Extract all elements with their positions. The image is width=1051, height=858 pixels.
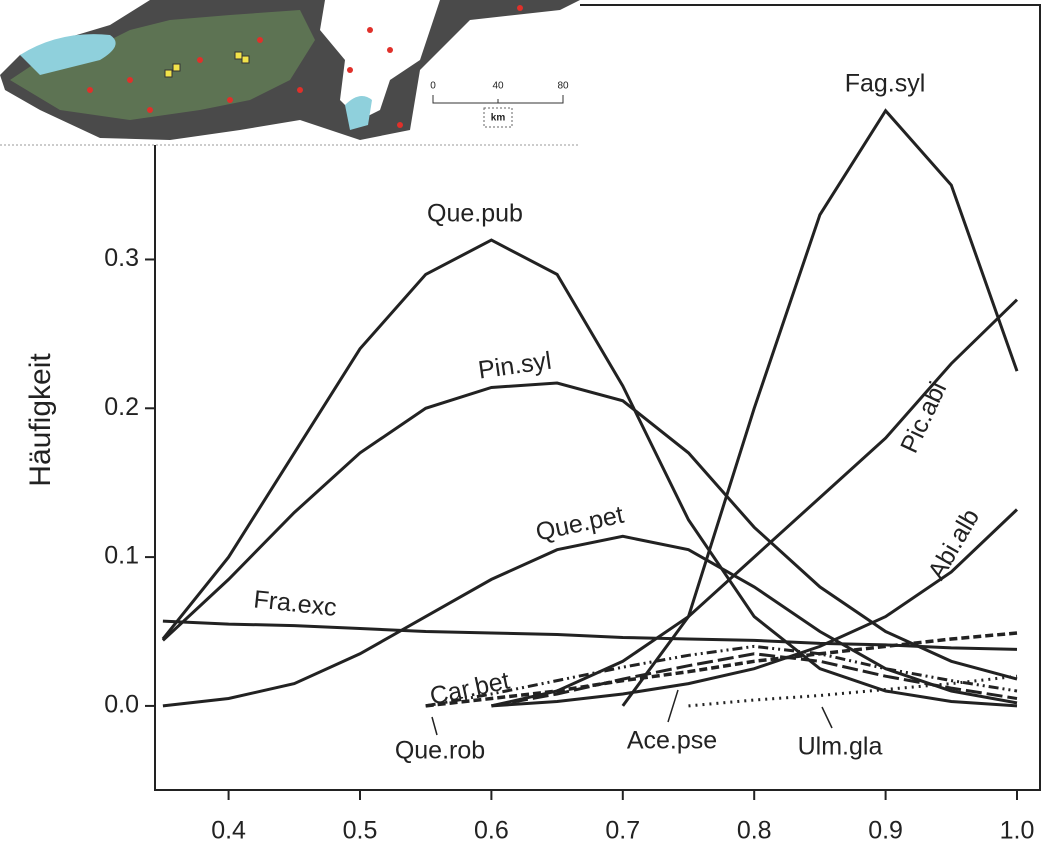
y-tick-label: 0.3 (104, 244, 139, 272)
scale-unit: km (491, 113, 506, 124)
series-line (623, 111, 1017, 706)
series-line (163, 621, 1017, 649)
inset-map: 0 40 80 km (0, 0, 580, 145)
series-label: Que.pub (427, 200, 523, 228)
series-label: Pin.syl (476, 347, 553, 385)
label-leader (822, 707, 832, 728)
x-tick-label: 0.6 (474, 817, 509, 845)
series-label: Abi.alb (923, 504, 985, 584)
scale-label: 40 (492, 81, 504, 92)
series-label: Que.rob (395, 737, 485, 765)
series-label: Ulm.gla (798, 733, 883, 761)
series-line (426, 633, 1017, 706)
y-tick-label: 0.0 (104, 691, 139, 719)
series-label: Ace.pse (627, 727, 717, 755)
y-tick-label: 0.2 (104, 393, 139, 421)
x-tick-label: 0.9 (868, 817, 903, 845)
scale-label: 0 (430, 81, 436, 92)
x-tick-label: 0.4 (211, 817, 246, 845)
series-label: Fag.syl (845, 70, 926, 98)
chart: 0.0 0.1 0.2 0.3 0.4 0.5 0.6 0.7 0.8 0.9 1.0 Que.pub… (0, 0, 1051, 858)
label-leader (432, 717, 437, 735)
y-axis-label: Häufigkeit (24, 353, 57, 487)
x-tick-label: 0.5 (343, 817, 378, 845)
series-line (163, 536, 1017, 706)
x-tick-label: 0.8 (737, 817, 772, 845)
y-tick-label: 0.1 (104, 542, 139, 570)
label-leader (668, 690, 678, 722)
x-tick-label: 0.7 (605, 817, 640, 845)
scale-label: 80 (557, 81, 569, 92)
series-label: Fra.exc (252, 585, 338, 622)
x-tick-label: 1.0 (1000, 817, 1035, 845)
